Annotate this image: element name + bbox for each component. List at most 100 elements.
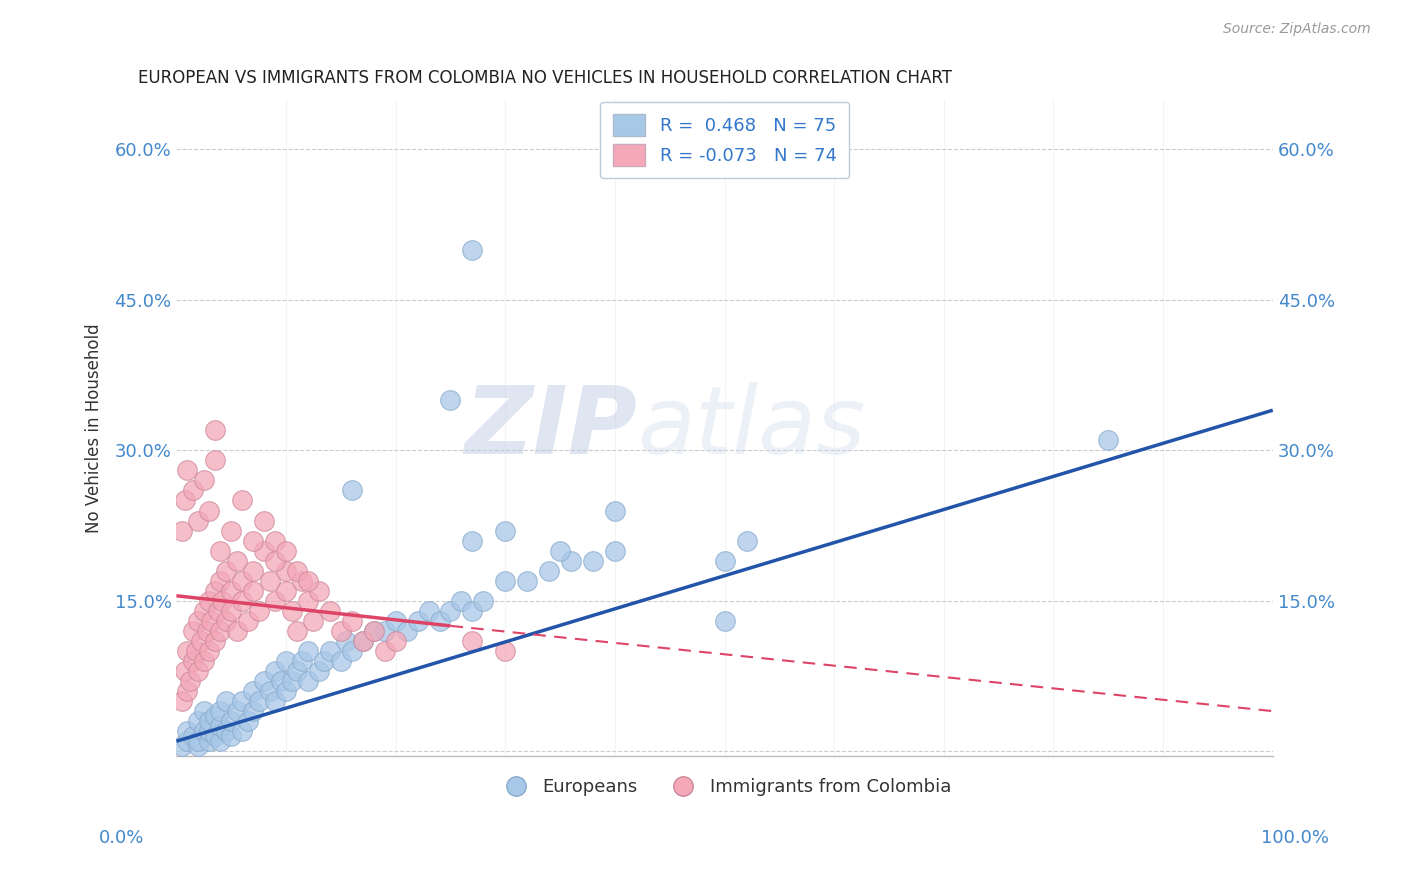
Point	[231, 493, 253, 508]
Point	[219, 729, 242, 743]
Point	[204, 634, 226, 648]
Point	[198, 503, 221, 517]
Point	[181, 729, 204, 743]
Point	[209, 543, 232, 558]
Point	[319, 644, 342, 658]
Point	[363, 624, 385, 638]
Point	[384, 614, 406, 628]
Point	[308, 583, 330, 598]
Point	[247, 604, 270, 618]
Point	[264, 533, 287, 548]
Text: atlas: atlas	[637, 383, 865, 474]
Point	[461, 533, 484, 548]
Point	[176, 734, 198, 748]
Point	[274, 654, 297, 668]
Point	[209, 734, 232, 748]
Point	[195, 624, 218, 638]
Point	[461, 243, 484, 257]
Point	[264, 554, 287, 568]
Point	[184, 644, 207, 658]
Point	[204, 709, 226, 723]
Point	[207, 604, 229, 618]
Point	[253, 543, 276, 558]
Point	[219, 524, 242, 538]
Point	[450, 594, 472, 608]
Point	[395, 624, 418, 638]
Point	[280, 674, 302, 689]
Point	[314, 654, 336, 668]
Point	[374, 644, 396, 658]
Point	[374, 624, 396, 638]
Point	[242, 684, 264, 698]
Point	[472, 594, 495, 608]
Point	[340, 644, 363, 658]
Point	[190, 634, 212, 648]
Text: ZIP: ZIP	[464, 382, 637, 474]
Point	[211, 594, 233, 608]
Point	[363, 624, 385, 638]
Point	[198, 594, 221, 608]
Point	[193, 704, 215, 718]
Point	[236, 614, 259, 628]
Point	[187, 664, 209, 678]
Point	[215, 694, 238, 708]
Point	[548, 543, 571, 558]
Point	[274, 543, 297, 558]
Point	[264, 694, 287, 708]
Point	[264, 664, 287, 678]
Point	[439, 604, 461, 618]
Point	[176, 463, 198, 477]
Point	[193, 474, 215, 488]
Point	[297, 574, 319, 588]
Point	[713, 614, 735, 628]
Point	[231, 694, 253, 708]
Point	[274, 564, 297, 578]
Point	[209, 574, 232, 588]
Point	[225, 624, 247, 638]
Point	[461, 604, 484, 618]
Point	[335, 634, 357, 648]
Point	[494, 574, 516, 588]
Point	[219, 714, 242, 728]
Point	[308, 664, 330, 678]
Point	[204, 453, 226, 467]
Point	[181, 483, 204, 498]
Point	[461, 634, 484, 648]
Point	[291, 574, 314, 588]
Point	[225, 704, 247, 718]
Point	[193, 654, 215, 668]
Point	[176, 644, 198, 658]
Point	[170, 694, 193, 708]
Point	[280, 604, 302, 618]
Point	[181, 624, 204, 638]
Point	[219, 583, 242, 598]
Point	[494, 644, 516, 658]
Point	[181, 654, 204, 668]
Point	[291, 654, 314, 668]
Legend: Europeans, Immigrants from Colombia: Europeans, Immigrants from Colombia	[491, 771, 959, 803]
Y-axis label: No Vehicles in Household: No Vehicles in Household	[86, 323, 103, 533]
Point	[187, 614, 209, 628]
Point	[494, 524, 516, 538]
Point	[340, 614, 363, 628]
Point	[231, 724, 253, 739]
Point	[176, 724, 198, 739]
Point	[225, 554, 247, 568]
Point	[179, 674, 201, 689]
Text: 100.0%: 100.0%	[1261, 829, 1329, 847]
Point	[174, 664, 197, 678]
Point	[193, 724, 215, 739]
Point	[170, 739, 193, 754]
Point	[418, 604, 440, 618]
Point	[297, 644, 319, 658]
Point	[1097, 434, 1119, 448]
Point	[209, 719, 232, 733]
Point	[340, 483, 363, 498]
Point	[215, 724, 238, 739]
Point	[384, 634, 406, 648]
Point	[198, 724, 221, 739]
Point	[429, 614, 451, 628]
Point	[242, 583, 264, 598]
Point	[242, 704, 264, 718]
Text: EUROPEAN VS IMMIGRANTS FROM COLOMBIA NO VEHICLES IN HOUSEHOLD CORRELATION CHART: EUROPEAN VS IMMIGRANTS FROM COLOMBIA NO …	[138, 69, 952, 87]
